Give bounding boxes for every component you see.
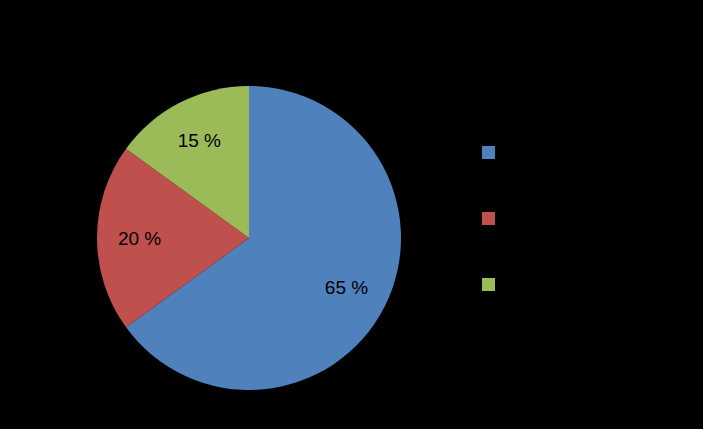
data-labels: 65 % 20 % 15 % xyxy=(118,130,368,298)
legend-swatch xyxy=(482,212,495,225)
slices xyxy=(97,86,401,390)
data-label: 65 % xyxy=(325,277,368,298)
background xyxy=(0,0,703,429)
legend-swatch xyxy=(482,146,495,159)
data-label: 15 % xyxy=(178,130,221,151)
chart: 65 % 20 % 15 % xyxy=(0,0,703,429)
pie-slice xyxy=(126,86,249,238)
data-label: 20 % xyxy=(118,228,161,249)
legend-swatch xyxy=(482,278,495,291)
legend xyxy=(482,146,495,291)
